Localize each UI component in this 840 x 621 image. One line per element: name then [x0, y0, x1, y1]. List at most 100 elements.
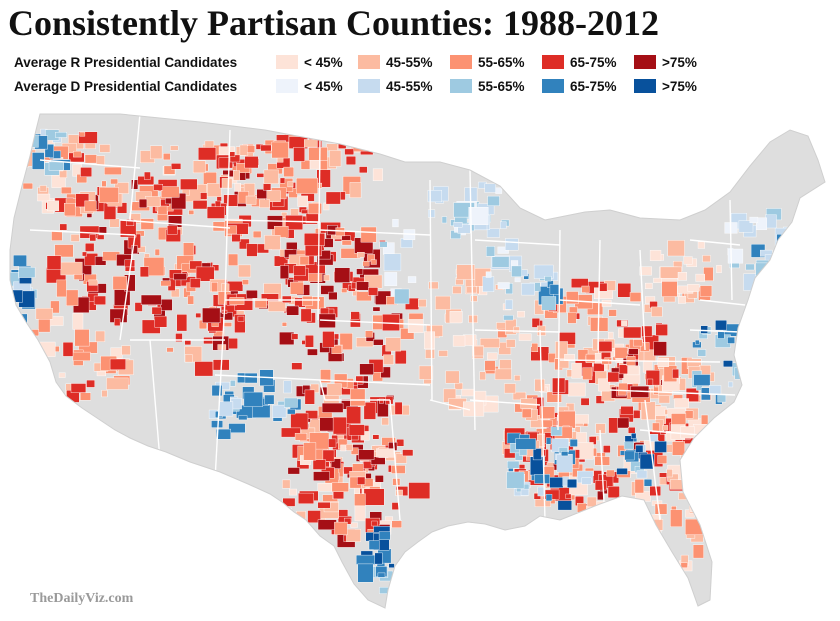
county-patch [218, 146, 235, 155]
legend-item-r-3: 55-65% [450, 55, 542, 70]
county-patch [176, 314, 188, 332]
county-patch [647, 533, 656, 543]
county-patch [727, 248, 744, 264]
legend-swatch [358, 55, 380, 69]
county-patch [392, 218, 399, 228]
county-patch [160, 299, 173, 311]
county-patch [322, 331, 335, 348]
county-patch [264, 235, 281, 250]
county-patch [150, 145, 163, 160]
county-patch [738, 220, 754, 233]
county-patch [331, 345, 342, 355]
county-patch [717, 394, 727, 403]
county-patch [700, 325, 709, 334]
county-patch [697, 349, 707, 357]
state-border [429, 179, 433, 401]
county-patch [514, 375, 521, 381]
county-patch [283, 166, 295, 177]
county-patch [356, 281, 370, 291]
county-patch [339, 333, 353, 350]
county-patch [598, 378, 610, 392]
county-patch [491, 256, 510, 268]
county-patch [234, 314, 246, 333]
county-patch [325, 191, 341, 205]
legend: Average R Presidential Candidates < 45% … [14, 50, 697, 98]
county-patch [304, 139, 318, 148]
county-patch [360, 226, 377, 243]
county-patch [163, 165, 176, 175]
state-borders [29, 114, 746, 521]
state-border [317, 139, 321, 321]
county-patch [541, 296, 557, 311]
us-outline [10, 114, 825, 608]
legend-swatch [358, 79, 380, 93]
county-patch [384, 272, 398, 286]
county-patch [283, 380, 292, 394]
county-patch [10, 289, 23, 303]
county-patch [106, 377, 129, 390]
county-patch [238, 415, 248, 421]
county-patch [608, 331, 614, 340]
county-patch [449, 311, 463, 323]
county-patch [365, 330, 374, 338]
legend-swatch [542, 55, 564, 69]
state-border [29, 229, 136, 236]
county-patch [291, 333, 299, 340]
county-patch [487, 352, 498, 360]
county-patch [307, 348, 318, 356]
county-patch [544, 275, 552, 282]
county-patch [223, 322, 232, 327]
county-patch [683, 256, 693, 265]
county-patch [567, 479, 578, 489]
county-patch [96, 234, 105, 240]
county-patch [495, 187, 503, 194]
legend-swatch [450, 79, 472, 93]
county-patch [24, 134, 39, 148]
county-patch [647, 519, 664, 531]
county-patch [84, 242, 95, 252]
county-patch [214, 200, 221, 208]
county-patch [274, 225, 289, 238]
county-patch [653, 277, 662, 283]
county-patch [624, 450, 635, 461]
county-patch [627, 365, 640, 376]
county-patch [350, 522, 358, 528]
county-patch [697, 241, 705, 249]
county-patch [677, 271, 688, 281]
county-patch [131, 245, 138, 254]
county-patch [226, 225, 237, 235]
county-patch [418, 365, 434, 380]
county-patch [593, 363, 605, 372]
county-patch [581, 285, 590, 293]
county-patch [643, 479, 653, 487]
county-patch [537, 325, 546, 336]
county-patch [188, 210, 195, 215]
county-patch [219, 401, 234, 417]
state-border [609, 389, 736, 396]
county-patch [61, 186, 72, 194]
county-patch [603, 445, 611, 454]
county-patch [653, 406, 667, 416]
county-patch [267, 301, 286, 312]
county-patch [507, 460, 520, 469]
county-patch [372, 434, 380, 440]
state-border [469, 169, 476, 431]
county-patch [521, 408, 532, 418]
county-patch [618, 382, 628, 391]
legend-item-text: 65-75% [570, 78, 617, 94]
county-patch [81, 251, 87, 257]
legend-swatch [542, 79, 564, 93]
county-patch [359, 166, 368, 174]
county-patch [435, 295, 451, 310]
county-patch [302, 295, 313, 306]
county-patch [517, 310, 525, 318]
county-patch [335, 227, 345, 237]
county-patch [693, 374, 711, 386]
county-patch [540, 419, 553, 428]
county-patch [78, 131, 98, 144]
state-border [319, 229, 431, 236]
county-patch [47, 200, 60, 212]
county-patch [329, 150, 342, 167]
county-patch [408, 482, 431, 499]
county-patch [617, 283, 632, 298]
